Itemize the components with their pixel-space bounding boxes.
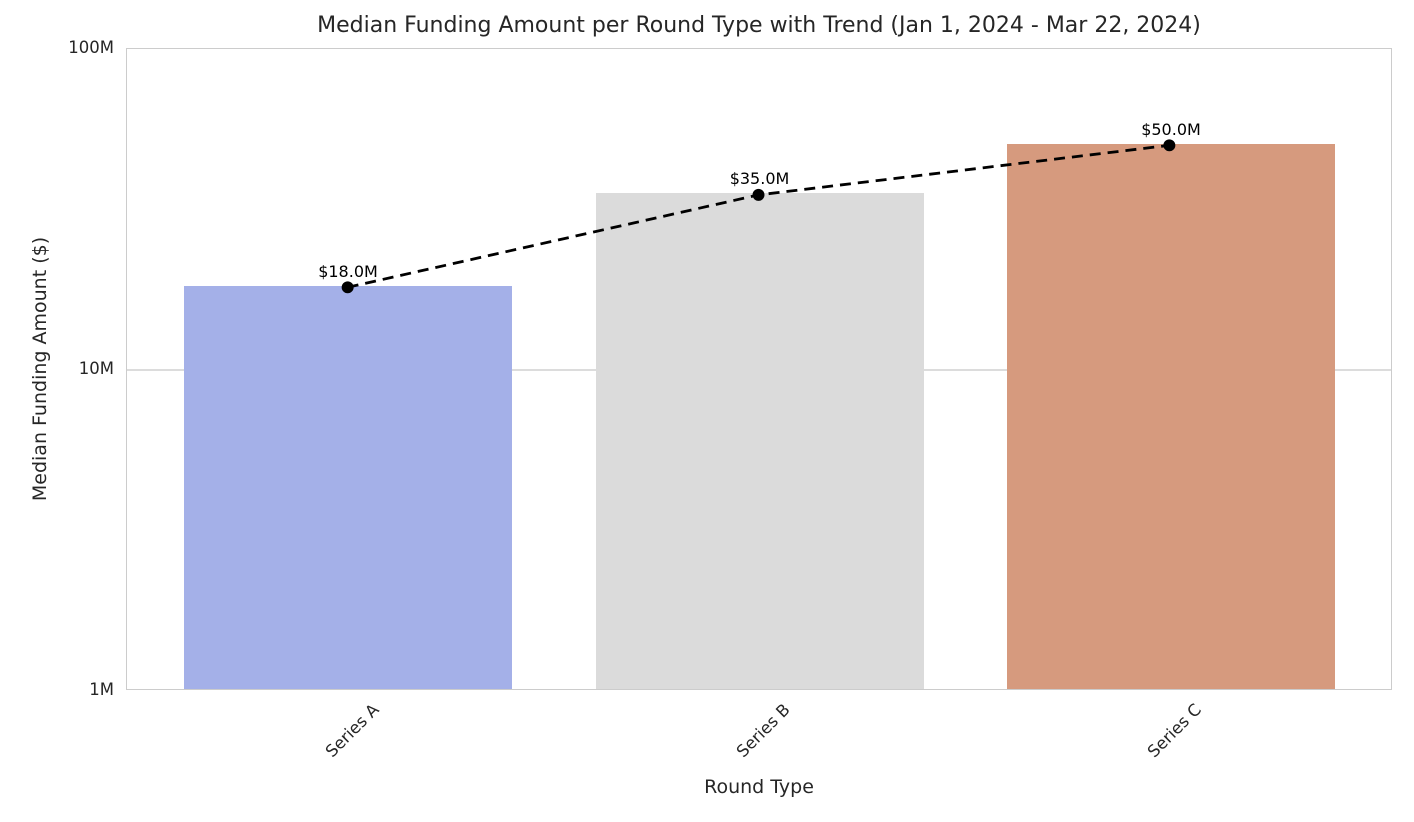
plot-area: $18.0M $35.0M $50.0M [126,48,1392,690]
data-point-marker [341,281,354,294]
data-point-marker [752,188,765,201]
x-axis-title: Round Type [704,776,814,798]
bar-series-a [184,286,512,689]
trend-line [347,143,1170,289]
y-tick-label: 1M [89,680,114,699]
y-axis-title: Median Funding Amount ($) [29,236,51,502]
bar-series-b [595,193,924,689]
x-tick-label: Series C [1144,700,1206,762]
data-point-marker [1163,139,1176,152]
y-tick-label: 100M [68,38,114,57]
trend-line-layer [341,139,1176,294]
chart-title: Median Funding Amount per Round Type wit… [317,13,1201,38]
x-tick-label: Series A [321,700,383,762]
bar-series-c [1007,143,1335,689]
y-tick-label: 10M [78,359,114,378]
data-point-label: $35.0M [729,169,790,189]
x-tick-label: Series B [732,700,794,762]
data-point-label: $50.0M [1141,119,1201,139]
data-point-label: $18.0M [318,262,378,282]
